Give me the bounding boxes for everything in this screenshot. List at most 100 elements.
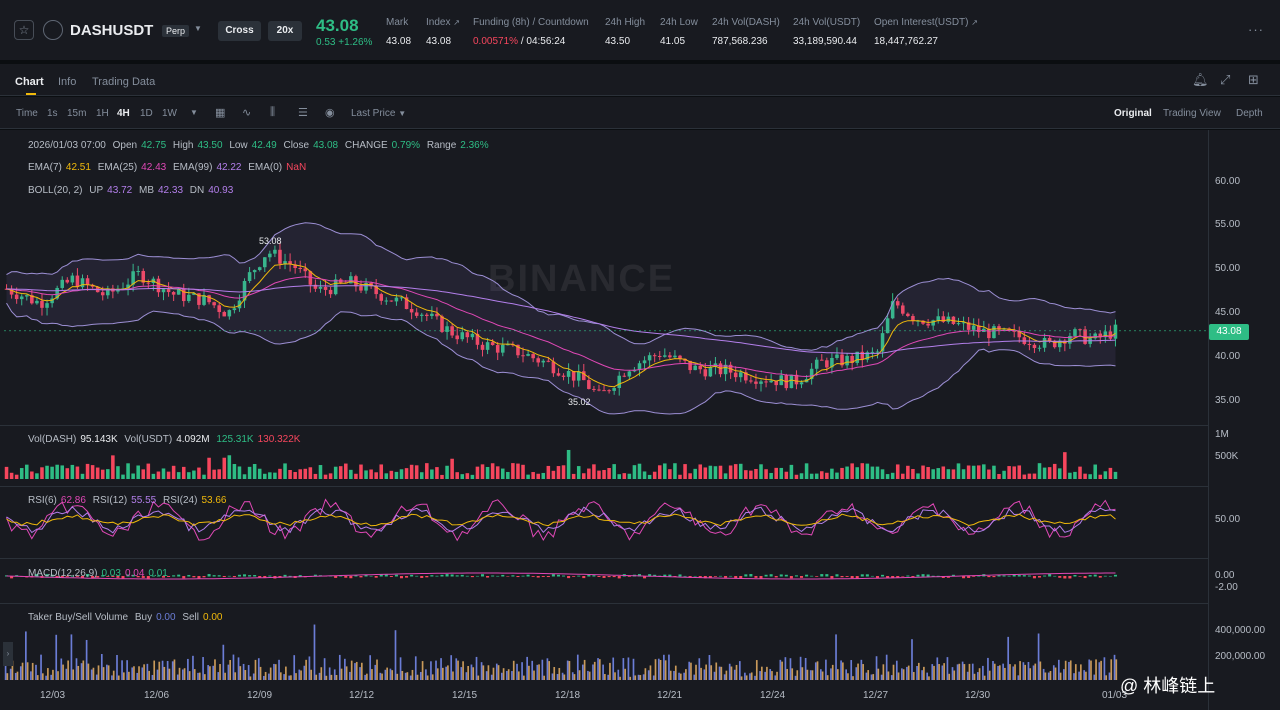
tab-trading-data[interactable]: Trading Data <box>92 76 156 88</box>
leverage-button[interactable]: 20x <box>268 21 302 41</box>
volume-bar <box>582 473 586 479</box>
volume-bar <box>860 463 865 479</box>
macd-histogram-bar <box>91 576 95 579</box>
calendar-icon[interactable]: ▦ <box>215 107 226 119</box>
taker-buy-bar <box>288 675 290 680</box>
taker-buy-bar <box>1017 675 1020 680</box>
interval-1h[interactable]: 1H <box>96 108 109 119</box>
volume-bar <box>257 468 262 479</box>
settings-list-icon[interactable]: ☰ <box>298 107 308 119</box>
stat-index[interactable]: Index ↗ 43.08 <box>426 17 460 47</box>
candle-body <box>283 261 287 264</box>
symbol-title[interactable]: DASHUSDT <box>70 22 154 39</box>
price-axis[interactable] <box>1208 130 1280 710</box>
volume-bar <box>374 472 378 479</box>
chart-toolbar: Time 1s 15m 1H 4H 1D 1W ▼ ▦ ∿ ⫼ ☰ ◉ Last… <box>0 97 1280 129</box>
macd-histogram-bar <box>881 574 885 577</box>
collapse-panel-icon[interactable]: › <box>3 642 13 666</box>
price-type-select[interactable]: Last Price ▼ <box>351 108 407 119</box>
interval-1s[interactable]: 1s <box>47 108 58 119</box>
macd-histogram-bar <box>678 574 682 577</box>
taker-buy-bar <box>992 660 994 680</box>
interval-dropdown-icon[interactable]: ▼ <box>190 108 198 117</box>
grid-layout-icon[interactable]: ⊞ <box>1248 72 1259 87</box>
indicator-icon[interactable]: ∿ <box>242 107 252 119</box>
taker-sell-bar <box>411 669 414 680</box>
taker-buy-bar <box>247 665 250 680</box>
volume-bar <box>1022 474 1027 479</box>
macd-histogram-bar <box>1103 575 1107 577</box>
taker-sell-bar <box>512 660 515 680</box>
taker-buy-bar <box>14 672 17 680</box>
candle-body <box>602 390 606 392</box>
macd-histogram-bar <box>1053 575 1057 577</box>
candle-type-icon[interactable]: ⫼ <box>270 106 276 118</box>
taker-sell-bar <box>973 673 976 680</box>
interval-1w[interactable]: 1W <box>162 108 177 119</box>
macd-histogram-bar <box>967 576 971 578</box>
taker-buy-bar <box>526 656 528 680</box>
taker-buy-bar <box>70 634 73 680</box>
favorite-star-icon[interactable]: ☆ <box>14 20 34 40</box>
stat-open-interest[interactable]: Open Interest(USDT) ↗ 18,447,762.27 <box>874 17 978 47</box>
taker-sell-bar <box>1090 660 1092 680</box>
view-depth[interactable]: Depth <box>1236 108 1263 119</box>
taker-sell-bar <box>391 670 394 680</box>
candle-body <box>263 257 267 268</box>
volume-bar <box>885 474 890 479</box>
expand-icon[interactable]: ⤢ <box>1220 72 1231 87</box>
candle-body <box>409 309 414 313</box>
macd-histogram-bar <box>60 576 64 578</box>
interval-1d[interactable]: 1D <box>140 108 153 119</box>
price-tick: 35.00 <box>1215 395 1241 406</box>
symbol-dropdown-icon[interactable]: ▼ <box>194 24 202 33</box>
candle-body <box>212 302 216 306</box>
volume-bar <box>4 466 9 479</box>
volume-bar <box>941 466 946 479</box>
taker-buy-bar <box>425 669 427 680</box>
candle-body <box>1037 347 1042 349</box>
interval-4h[interactable]: 4H <box>117 108 130 119</box>
view-original[interactable]: Original <box>1114 108 1152 119</box>
volume-bar <box>80 473 85 479</box>
x-tick: 12/03 <box>40 690 66 701</box>
view-trading-view[interactable]: Trading View <box>1163 108 1221 119</box>
margin-mode-button[interactable]: Cross <box>218 21 261 41</box>
macd-histogram-bar <box>232 576 236 578</box>
target-icon[interactable]: ◉ <box>325 107 335 119</box>
taker-sell-bar <box>239 666 242 680</box>
candle-body <box>850 355 854 363</box>
volume-bar <box>733 464 738 479</box>
candle-body <box>328 289 333 295</box>
macd-histogram-bar <box>637 574 642 577</box>
volume-bar <box>1002 470 1006 479</box>
taker-buy-bar <box>744 672 746 680</box>
volume-bar <box>749 470 753 479</box>
chart-area[interactable] <box>0 130 1280 710</box>
volume-bar <box>95 467 100 479</box>
tab-chart[interactable]: Chart <box>15 76 44 88</box>
interval-15m[interactable]: 15m <box>67 108 87 119</box>
volume-bar <box>901 473 905 479</box>
taker-sell-bar <box>117 675 120 680</box>
more-options-icon[interactable]: ··· <box>1248 22 1264 37</box>
candle-body <box>556 373 561 376</box>
candle-body <box>440 316 444 332</box>
taker-buy-bar <box>181 669 184 680</box>
tab-info[interactable]: Info <box>58 76 77 88</box>
taker-buy-bar <box>344 658 346 680</box>
x-tick: 12/27 <box>863 690 889 701</box>
taker-sell-bar <box>467 666 469 680</box>
volume-bar <box>19 468 24 479</box>
taker-buy-bar <box>100 654 103 680</box>
taker-sell-bar <box>912 671 915 680</box>
taker-buy-bar <box>885 654 888 680</box>
bell-icon[interactable]: 🔔︎ <box>1192 72 1209 87</box>
taker-sell-bar <box>725 670 728 680</box>
taker-buy-bar <box>465 672 468 680</box>
interval-time[interactable]: Time <box>16 108 38 119</box>
candle-body <box>166 289 171 293</box>
volume-bar <box>1068 472 1072 479</box>
taker-sell-bar <box>902 669 905 680</box>
